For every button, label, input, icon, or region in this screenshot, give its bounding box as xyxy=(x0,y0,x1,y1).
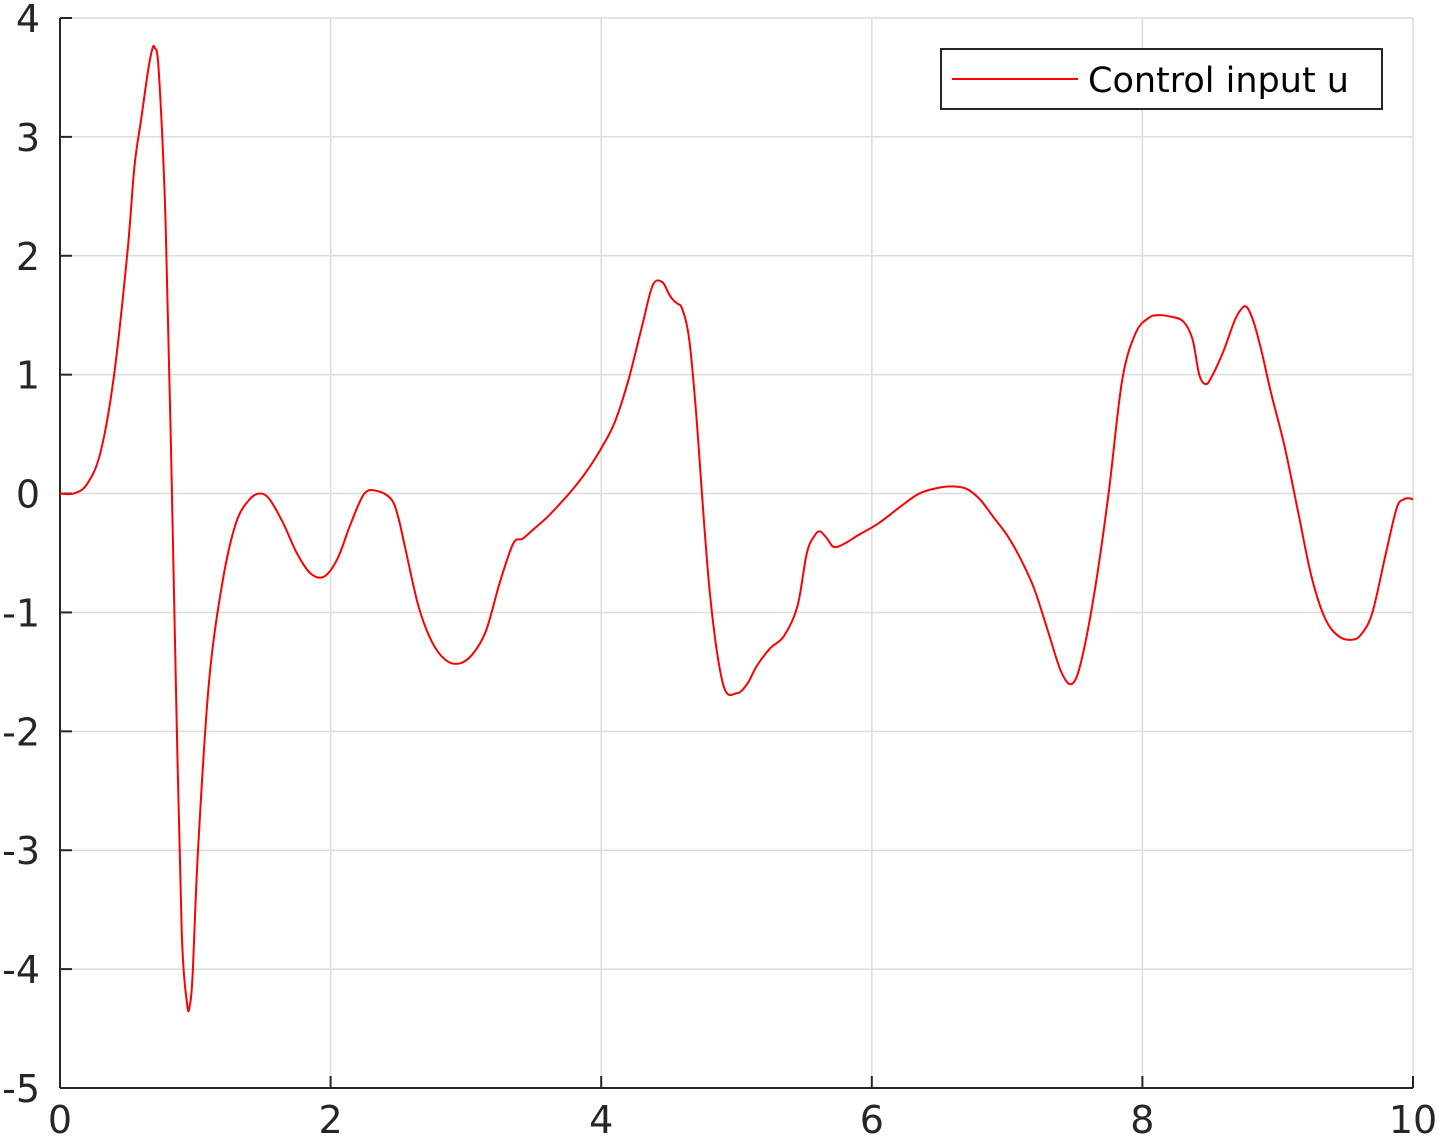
x-tick-label: 0 xyxy=(48,1098,72,1142)
series-group xyxy=(59,44,1414,1013)
x-tick-label: 6 xyxy=(860,1098,884,1142)
y-tick-label: -5 xyxy=(2,1067,40,1111)
y-tick-label: -4 xyxy=(2,948,40,992)
x-tick-label: 4 xyxy=(589,1098,613,1142)
legend: Control input u xyxy=(940,48,1383,110)
grid-lines xyxy=(59,17,1414,1089)
y-tick-label: 2 xyxy=(16,235,40,279)
y-tick-label: 0 xyxy=(16,473,40,517)
y-tick-label: -1 xyxy=(2,591,40,635)
axes xyxy=(59,17,1414,1089)
x-tick-label: 2 xyxy=(319,1098,343,1142)
legend-label: Control input u xyxy=(1088,61,1349,101)
y-tick-label: -2 xyxy=(2,710,40,754)
y-tick-label: 1 xyxy=(16,354,40,398)
y-tick-label: -3 xyxy=(2,829,40,873)
x-tick-label: 10 xyxy=(1389,1098,1437,1142)
x-tick-label: 8 xyxy=(1130,1098,1154,1142)
y-tick-label: 3 xyxy=(16,116,40,160)
series-line-0 xyxy=(59,44,1414,1013)
y-tick-label: 4 xyxy=(16,0,40,41)
